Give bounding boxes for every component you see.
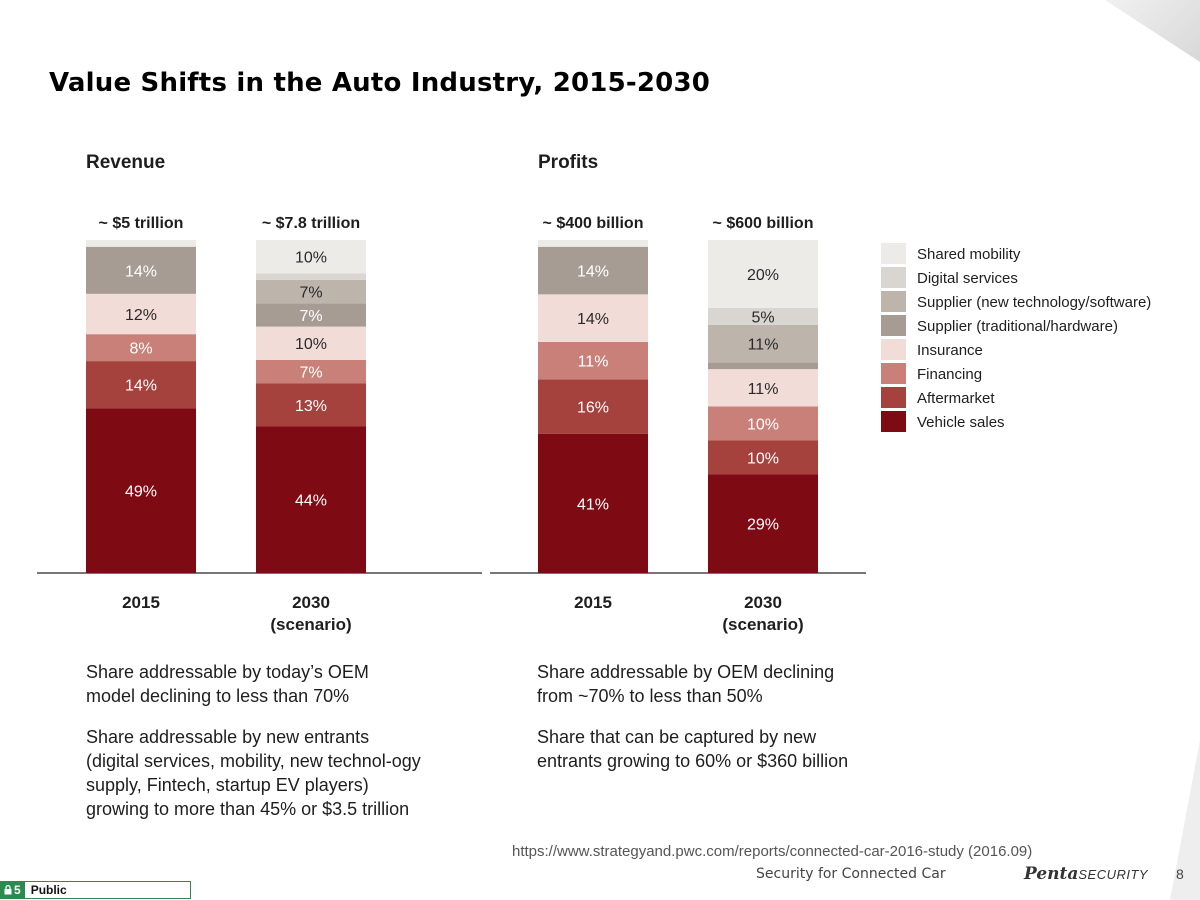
bar-segment — [86, 246, 196, 294]
classification-label: Public — [30, 883, 67, 897]
legend-swatch — [881, 411, 906, 432]
bar-segment — [708, 240, 818, 308]
legend-label: Financing — [917, 366, 982, 383]
bar-segment — [86, 240, 196, 247]
legend-label: Digital services — [917, 270, 1018, 287]
category-label: 2015 — [574, 593, 612, 612]
bar-segment — [538, 379, 648, 434]
data-label: 13% — [295, 398, 327, 415]
legend-swatch — [881, 387, 906, 408]
classification-level: 5 — [14, 883, 21, 897]
bar-segment — [538, 240, 648, 247]
data-label: 7% — [299, 365, 322, 382]
profits-note-1: Share addressable by OEM declining from … — [537, 662, 835, 706]
bar-segment — [708, 369, 818, 407]
category-label: 2030 — [744, 593, 782, 612]
data-label: 11% — [748, 337, 779, 354]
bar-segment — [86, 408, 196, 573]
category-label: (scenario) — [722, 615, 803, 634]
data-label: 14% — [125, 263, 157, 280]
bar-segment — [86, 334, 196, 362]
bar-segment — [86, 361, 196, 409]
data-label: 10% — [295, 250, 327, 267]
data-label: 14% — [125, 378, 157, 395]
category-label: 2030 — [292, 593, 330, 612]
bar-segment — [708, 440, 818, 475]
legend-label: Vehicle sales — [917, 414, 1005, 431]
data-label: 29% — [747, 517, 779, 534]
bar-segment — [256, 359, 366, 384]
data-label: 10% — [747, 450, 779, 467]
bar-segment — [256, 326, 366, 360]
data-label: 11% — [578, 354, 609, 371]
legend-swatch — [881, 267, 906, 288]
bar-segment — [538, 433, 648, 573]
data-label: 8% — [129, 341, 152, 358]
logo-light-text: SECURITY — [1078, 867, 1149, 882]
legend-swatch — [881, 243, 906, 264]
profits-note-2: Share that can be captured by new entran… — [537, 727, 849, 771]
profits-section-title: Profits — [538, 152, 599, 173]
legend-swatch — [881, 339, 906, 360]
legend-swatch — [881, 363, 906, 384]
data-label: 14% — [577, 264, 609, 281]
legend-label: Shared mobility — [917, 246, 1021, 263]
category-label: 2015 — [122, 593, 160, 612]
legend-label: Aftermarket — [917, 390, 995, 407]
revenue-section-title: Revenue — [86, 152, 166, 173]
data-label: 20% — [747, 267, 779, 284]
data-label: 11% — [748, 381, 779, 398]
bar-segment — [708, 474, 818, 573]
total-label: ~ $5 trillion — [99, 215, 184, 232]
legend-label: Supplier (traditional/hardware) — [917, 318, 1118, 335]
bar-segment — [708, 307, 818, 325]
data-label: 10% — [295, 336, 327, 353]
legend-swatch — [881, 291, 906, 312]
logo-bold-text: Penta — [1024, 864, 1079, 884]
bar-segment — [708, 406, 818, 441]
revenue-note-2: Share addressable by new entrants (digit… — [86, 727, 421, 819]
footer-title: Security for Connected Car — [756, 866, 946, 882]
side-decoration — [1170, 740, 1200, 900]
bar-segment — [708, 362, 818, 370]
bar-segment — [256, 426, 366, 573]
total-label: ~ $400 billion — [543, 215, 644, 232]
legend-swatch — [881, 315, 906, 336]
bar-segment — [708, 324, 818, 363]
data-label: 5% — [751, 309, 774, 326]
legend-label: Supplier (new technology/software) — [917, 294, 1151, 311]
slide-title: Value Shifts in the Auto Industry, 2015-… — [49, 68, 711, 98]
bar-segment — [256, 279, 366, 304]
total-label: ~ $7.8 trillion — [262, 215, 360, 232]
source-url: https://www.strategyand.pwc.com/reports/… — [512, 843, 1033, 860]
value-shift-chart: 49% 14% 8% 12% 14% ~ $5 trillion 2015 44% 13% 7% 1… — [37, 215, 1151, 634]
lock-icon: 5 — [1, 882, 25, 898]
bar-segment — [256, 240, 366, 274]
data-label: 12% — [125, 307, 157, 324]
bar-segment — [256, 303, 366, 327]
data-label: 7% — [299, 285, 322, 302]
bar-segment — [256, 273, 366, 280]
bar-segment — [86, 293, 196, 335]
data-label: 10% — [747, 416, 779, 433]
data-label: 7% — [299, 308, 322, 325]
data-label: 49% — [125, 484, 157, 501]
category-label: (scenario) — [270, 615, 351, 634]
total-label: ~ $600 billion — [713, 215, 814, 232]
data-label: 41% — [577, 496, 609, 513]
data-label: 44% — [295, 493, 327, 510]
company-logo: PentaSECURITY — [1024, 864, 1148, 884]
bar-segment — [538, 246, 648, 295]
revenue-note-1: Share addressable by today’s OEM model d… — [86, 662, 369, 706]
bar-segment — [256, 383, 366, 427]
data-label: 16% — [577, 400, 609, 417]
page-number: 8 — [1176, 866, 1184, 882]
data-label: 14% — [577, 311, 609, 328]
bar-segment — [538, 294, 648, 342]
legend-label: Insurance — [917, 342, 983, 359]
classification-badge: 5 Public — [0, 881, 191, 899]
bar-segment — [538, 341, 648, 380]
